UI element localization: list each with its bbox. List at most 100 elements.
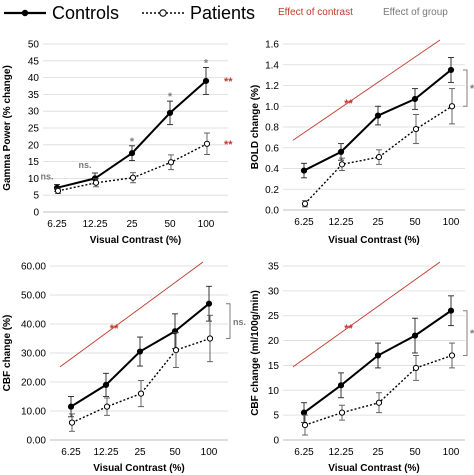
bold-change-panel: 0.0 0.2 0.4 0.6 0.8 1.0 1.2 1.4 1.6 6.25 12.25 25 50…: [250, 40, 474, 247]
group-significance-star: *: [204, 58, 209, 70]
patients-point: [375, 153, 383, 161]
y-tick-label: 1.0: [265, 102, 279, 113]
group-significance-ns: ns.: [233, 317, 246, 327]
y-tick-label: 30: [268, 286, 280, 297]
cbf-absolute-panel: 0 5 10 15 20 25 30 35 6.25 12.25 25 50 100 Visual Con…: [250, 262, 474, 475]
x-tick-label: 50: [409, 447, 421, 458]
controls-point: [374, 112, 382, 119]
contrast-effect-line: [292, 261, 441, 368]
x-tick-label: 12.25: [328, 447, 353, 458]
gamma-power-panel: 0 5 10 15 20 25 30 35 40 45 50 6.25 12.25 25 50 100 Visu…: [2, 40, 233, 247]
y-tick-label: 5: [33, 191, 39, 202]
y-axis-title: CBF change (%): [2, 315, 13, 392]
x-axis-title: Visual Contrast (%): [90, 235, 182, 246]
y-tick-label: 0.0: [265, 206, 279, 217]
y-tick-label: 30: [28, 107, 40, 118]
patients-point: [92, 179, 100, 186]
x-tick-label: 6.25: [294, 447, 314, 458]
legend-patients-label: Patients: [190, 3, 255, 23]
patients-point: [301, 421, 309, 429]
controls-series-line: [303, 309, 452, 414]
group-bracket: [463, 310, 468, 356]
patients-point: [54, 187, 62, 194]
legend-controls-marker: [21, 9, 29, 17]
y-tick-label: 50.00: [21, 291, 46, 302]
y-axis-title: Gamma Power (% change): [2, 65, 13, 191]
patients-point: [338, 409, 346, 416]
group-significance-star: *: [470, 83, 474, 95]
contrast-significance: **: [344, 323, 353, 335]
controls-point: [411, 332, 419, 339]
legend-effect-group: Effect of group: [383, 7, 448, 18]
controls-point: [337, 382, 345, 389]
patients-point: [167, 159, 175, 166]
patients-point: [203, 140, 211, 147]
y-tick-label: 45: [28, 56, 40, 67]
legend-patients-marker: [159, 9, 167, 17]
y-tick-label: 15: [268, 361, 280, 372]
y-tick-label: 0: [33, 208, 39, 219]
y-tick-label: 0.4: [265, 164, 279, 175]
patients-point: [375, 399, 383, 406]
controls-point: [447, 66, 455, 74]
x-tick-label: 25: [134, 447, 146, 458]
x-tick-label: 6.25: [47, 219, 67, 230]
controls-point: [67, 403, 75, 410]
controls-point: [447, 307, 455, 314]
y-tick-label: 35: [268, 262, 280, 273]
patients-point: [412, 364, 420, 372]
patients-point: [206, 335, 214, 342]
y-tick-label: 5: [273, 411, 279, 422]
y-tick-label: 20.00: [21, 378, 46, 389]
controls-point: [128, 150, 136, 157]
y-tick-label: 25: [28, 124, 40, 135]
y-tick-label: 1.2: [265, 81, 279, 92]
controls-point: [102, 381, 110, 388]
x-axis-title: Visual Contrast (%): [93, 463, 185, 474]
y-axis-title: BOLD change (%): [250, 85, 261, 169]
y-tick-label: 20: [28, 140, 40, 151]
controls-point: [205, 300, 213, 307]
y-tick-label: 1.6: [265, 40, 279, 51]
y-tick-label: 35: [28, 90, 40, 101]
y-tick-label: 40.00: [21, 320, 46, 331]
group-bracket: [463, 69, 468, 107]
y-tick-label: 30.00: [21, 349, 46, 360]
legend: Controls Patients Effect of contrast Eff…: [4, 3, 448, 23]
x-axis-title: Visual Contrast (%): [328, 463, 420, 474]
legend-effect-contrast: Effect of contrast: [278, 7, 353, 18]
x-tick-label: 25: [126, 219, 138, 230]
group-bracket: [226, 303, 231, 339]
patients-series-line: [304, 105, 453, 205]
patients-point: [129, 174, 137, 181]
controls-point: [136, 348, 144, 355]
x-tick-label: 100: [198, 219, 215, 230]
controls-point: [300, 409, 308, 416]
x-tick-label: 100: [443, 217, 460, 228]
y-tick-label: 0.8: [265, 123, 279, 134]
patients-point: [448, 352, 456, 359]
x-tick-label: 50: [164, 219, 176, 230]
y-tick-label: 15: [28, 157, 40, 168]
x-axis-title: Visual Contrast (%): [328, 235, 420, 246]
group-significance-star: *: [168, 91, 173, 103]
patients-point: [103, 403, 111, 410]
contrast-effect-line: [59, 261, 204, 368]
y-tick-label: 20: [268, 336, 280, 347]
group-significance-ns: ns.: [78, 160, 91, 170]
contrast-significance-patients: **: [224, 139, 233, 151]
controls-point: [411, 95, 419, 103]
y-tick-label: 10.00: [21, 407, 46, 418]
contrast-significance-controls: **: [224, 76, 233, 88]
patients-point: [338, 161, 346, 168]
x-tick-label: 100: [443, 447, 460, 458]
x-tick-label: 25: [372, 447, 384, 458]
y-tick-label: 0.2: [265, 185, 279, 196]
y-tick-label: 40: [28, 73, 40, 84]
cbf-percent-panel: 0.00 10.00 20.00 30.00 40.00 50.00 60.00 6.25 12…: [2, 262, 246, 475]
legend-controls-label: Controls: [52, 3, 119, 23]
patients-point: [412, 125, 420, 133]
x-tick-label: 12.25: [328, 217, 353, 228]
x-tick-label: 50: [409, 217, 421, 228]
